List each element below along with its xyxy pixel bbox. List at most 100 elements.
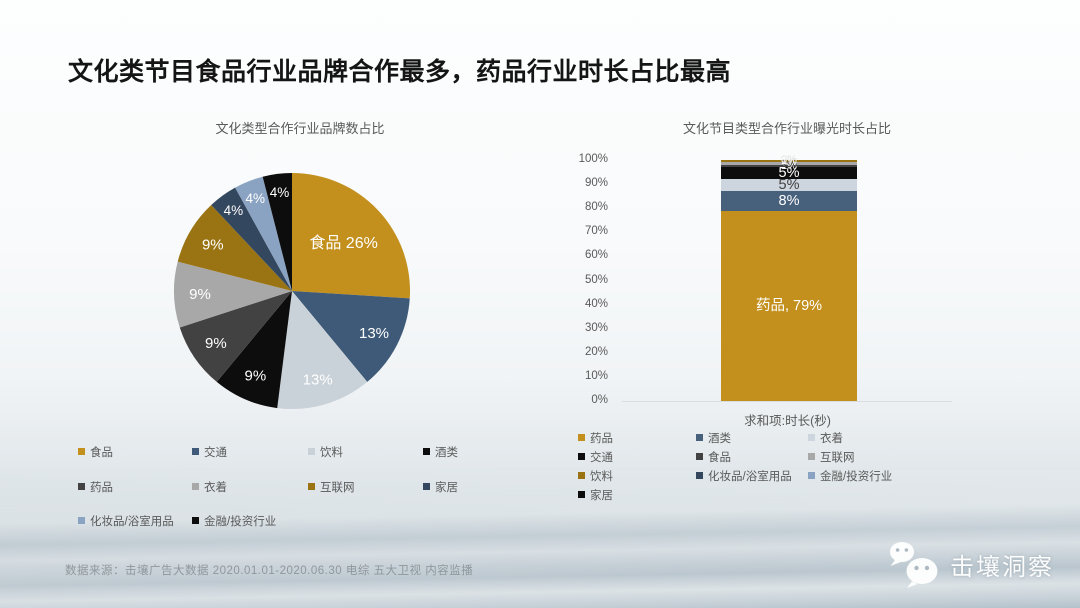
- pie-slice-label: 13%: [303, 372, 333, 389]
- legend-label: 衣着: [820, 433, 843, 445]
- bar-segment-label: 1%: [781, 160, 797, 172]
- y-axis-tick: 50%: [584, 273, 608, 286]
- pie-slice-化妆品/浴室用品: [235, 176, 292, 291]
- legend-item-药品: 药品: [578, 430, 613, 446]
- x-axis-line: [622, 401, 952, 402]
- legend-item-酒类: 酒类: [423, 444, 458, 460]
- pie-slice-食品: [292, 173, 411, 299]
- legend-label: 食品: [90, 447, 113, 459]
- legend-label: 衣着: [204, 482, 227, 494]
- pie-slice-衣着: [174, 261, 292, 328]
- bar-segment-label: 药品, 79%: [755, 297, 823, 314]
- legend-item-衣着: 衣着: [192, 479, 227, 495]
- bar-segment-label: 8%: [778, 193, 800, 209]
- legend-item-交通: 交通: [192, 444, 227, 460]
- legend-item-食品: 食品: [696, 449, 731, 465]
- legend-label: 酒类: [708, 433, 731, 445]
- y-axis-tick: 60%: [584, 249, 608, 262]
- source-note: 数据来源：击壤广告大数据 2020.01.01-2020.06.30 电综 五大…: [65, 565, 474, 577]
- legend-item-交通: 交通: [578, 449, 613, 465]
- legend-item-药品: 药品: [78, 479, 113, 495]
- bar-segment-label: 1%: [781, 155, 797, 168]
- pie-slice-金融/投资行业: [262, 173, 292, 291]
- legend-item-化妆品/浴室用品: 化妆品/浴室用品: [78, 513, 174, 529]
- pie-slice-label: 9%: [202, 236, 224, 253]
- page-title: 文化类节目食品行业品牌合作最多，药品行业时长占比最高: [68, 58, 732, 86]
- pie-chart-title: 文化类型合作行业品牌数占比: [215, 121, 385, 136]
- bar-segment-label: 0%: [781, 154, 797, 166]
- legend-label: 交通: [204, 447, 227, 459]
- legend-label: 食品: [708, 452, 731, 464]
- legend-item-互联网: 互联网: [308, 479, 355, 495]
- bar-segment-label: 1%: [781, 157, 797, 170]
- pie-slice-label: 9%: [189, 286, 211, 303]
- pie-slice-label: 13%: [359, 325, 389, 342]
- x-axis-title: 求和项:时长(秒): [744, 414, 831, 428]
- legend-label: 互联网: [820, 452, 855, 464]
- legend-swatch: [578, 453, 585, 460]
- pie-slice-酒类: [216, 291, 292, 409]
- legend-swatch: [578, 491, 585, 498]
- legend-label: 化妆品/浴室用品: [708, 471, 792, 483]
- pie-slice-饮料: [277, 291, 368, 410]
- y-axis-tick: 40%: [584, 297, 608, 310]
- bar-segment-label: 0%: [781, 154, 797, 166]
- bar-segment-label: 0%: [781, 154, 797, 166]
- pie-slice-label: 食品 26%: [309, 234, 377, 252]
- pie-slice-label: 9%: [245, 368, 267, 385]
- bar-segment-交通: [721, 167, 857, 180]
- legend-swatch: [808, 453, 815, 460]
- bar-segment-药品: [721, 210, 857, 401]
- bar-segment-酒类: [721, 191, 857, 211]
- legend-swatch: [192, 483, 199, 490]
- y-axis-tick: 100%: [578, 153, 608, 165]
- legend-label: 家居: [435, 482, 458, 494]
- pie-slice-家居: [211, 187, 292, 291]
- y-axis-tick: 90%: [584, 177, 608, 190]
- legend-swatch: [696, 472, 703, 479]
- legend-swatch: [78, 483, 85, 490]
- pie-slice-交通: [292, 291, 410, 382]
- y-axis-tick: 10%: [584, 369, 608, 382]
- legend-label: 酒类: [435, 447, 458, 459]
- legend-item-家居: 家居: [578, 487, 613, 503]
- legend-label: 金融/投资行业: [204, 516, 277, 528]
- legend-swatch: [308, 448, 315, 455]
- legend-item-食品: 食品: [78, 444, 113, 460]
- pie-slice-label: 4%: [270, 185, 290, 200]
- legend-label: 药品: [90, 482, 113, 494]
- legend-swatch: [808, 472, 815, 479]
- legend-label: 金融/投资行业: [820, 471, 893, 483]
- legend-swatch: [696, 453, 703, 460]
- legend-item-酒类: 酒类: [696, 430, 731, 446]
- legend-item-饮料: 饮料: [308, 444, 343, 460]
- legend-label: 饮料: [320, 447, 343, 459]
- legend-label: 家居: [590, 490, 613, 502]
- legend-swatch: [578, 434, 585, 441]
- bar-segment-食品: [721, 164, 857, 168]
- y-axis-tick: 30%: [584, 321, 608, 334]
- legend-item-家居: 家居: [423, 479, 458, 495]
- legend-label: 饮料: [590, 471, 613, 483]
- legend-item-饮料: 饮料: [578, 468, 613, 484]
- legend-item-金融/投资行业: 金融/投资行业: [192, 513, 276, 529]
- legend-swatch: [78, 517, 85, 524]
- legend-label: 交通: [590, 452, 613, 464]
- y-axis-tick: 80%: [584, 201, 608, 214]
- brand-logo: 击壤洞察: [884, 538, 1054, 590]
- bar-chart-title: 文化节目类型合作行业曝光时长占比: [682, 121, 891, 136]
- legend-swatch: [192, 448, 199, 455]
- legend-item-化妆品/浴室用品: 化妆品/浴室用品: [696, 468, 792, 484]
- bar-segment-label: 5%: [778, 177, 800, 194]
- legend-item-互联网: 互联网: [808, 449, 855, 465]
- y-axis-tick: 20%: [584, 345, 608, 358]
- pie-slice-互联网: [177, 204, 292, 291]
- wechat-icon: [890, 542, 938, 588]
- legend-swatch: [423, 448, 430, 455]
- legend-label: 化妆品/浴室用品: [90, 516, 174, 528]
- legend-swatch: [578, 472, 585, 479]
- bar-segment-互联网: [721, 162, 857, 165]
- legend-swatch: [423, 483, 430, 490]
- pie-slice-label: 4%: [224, 203, 244, 218]
